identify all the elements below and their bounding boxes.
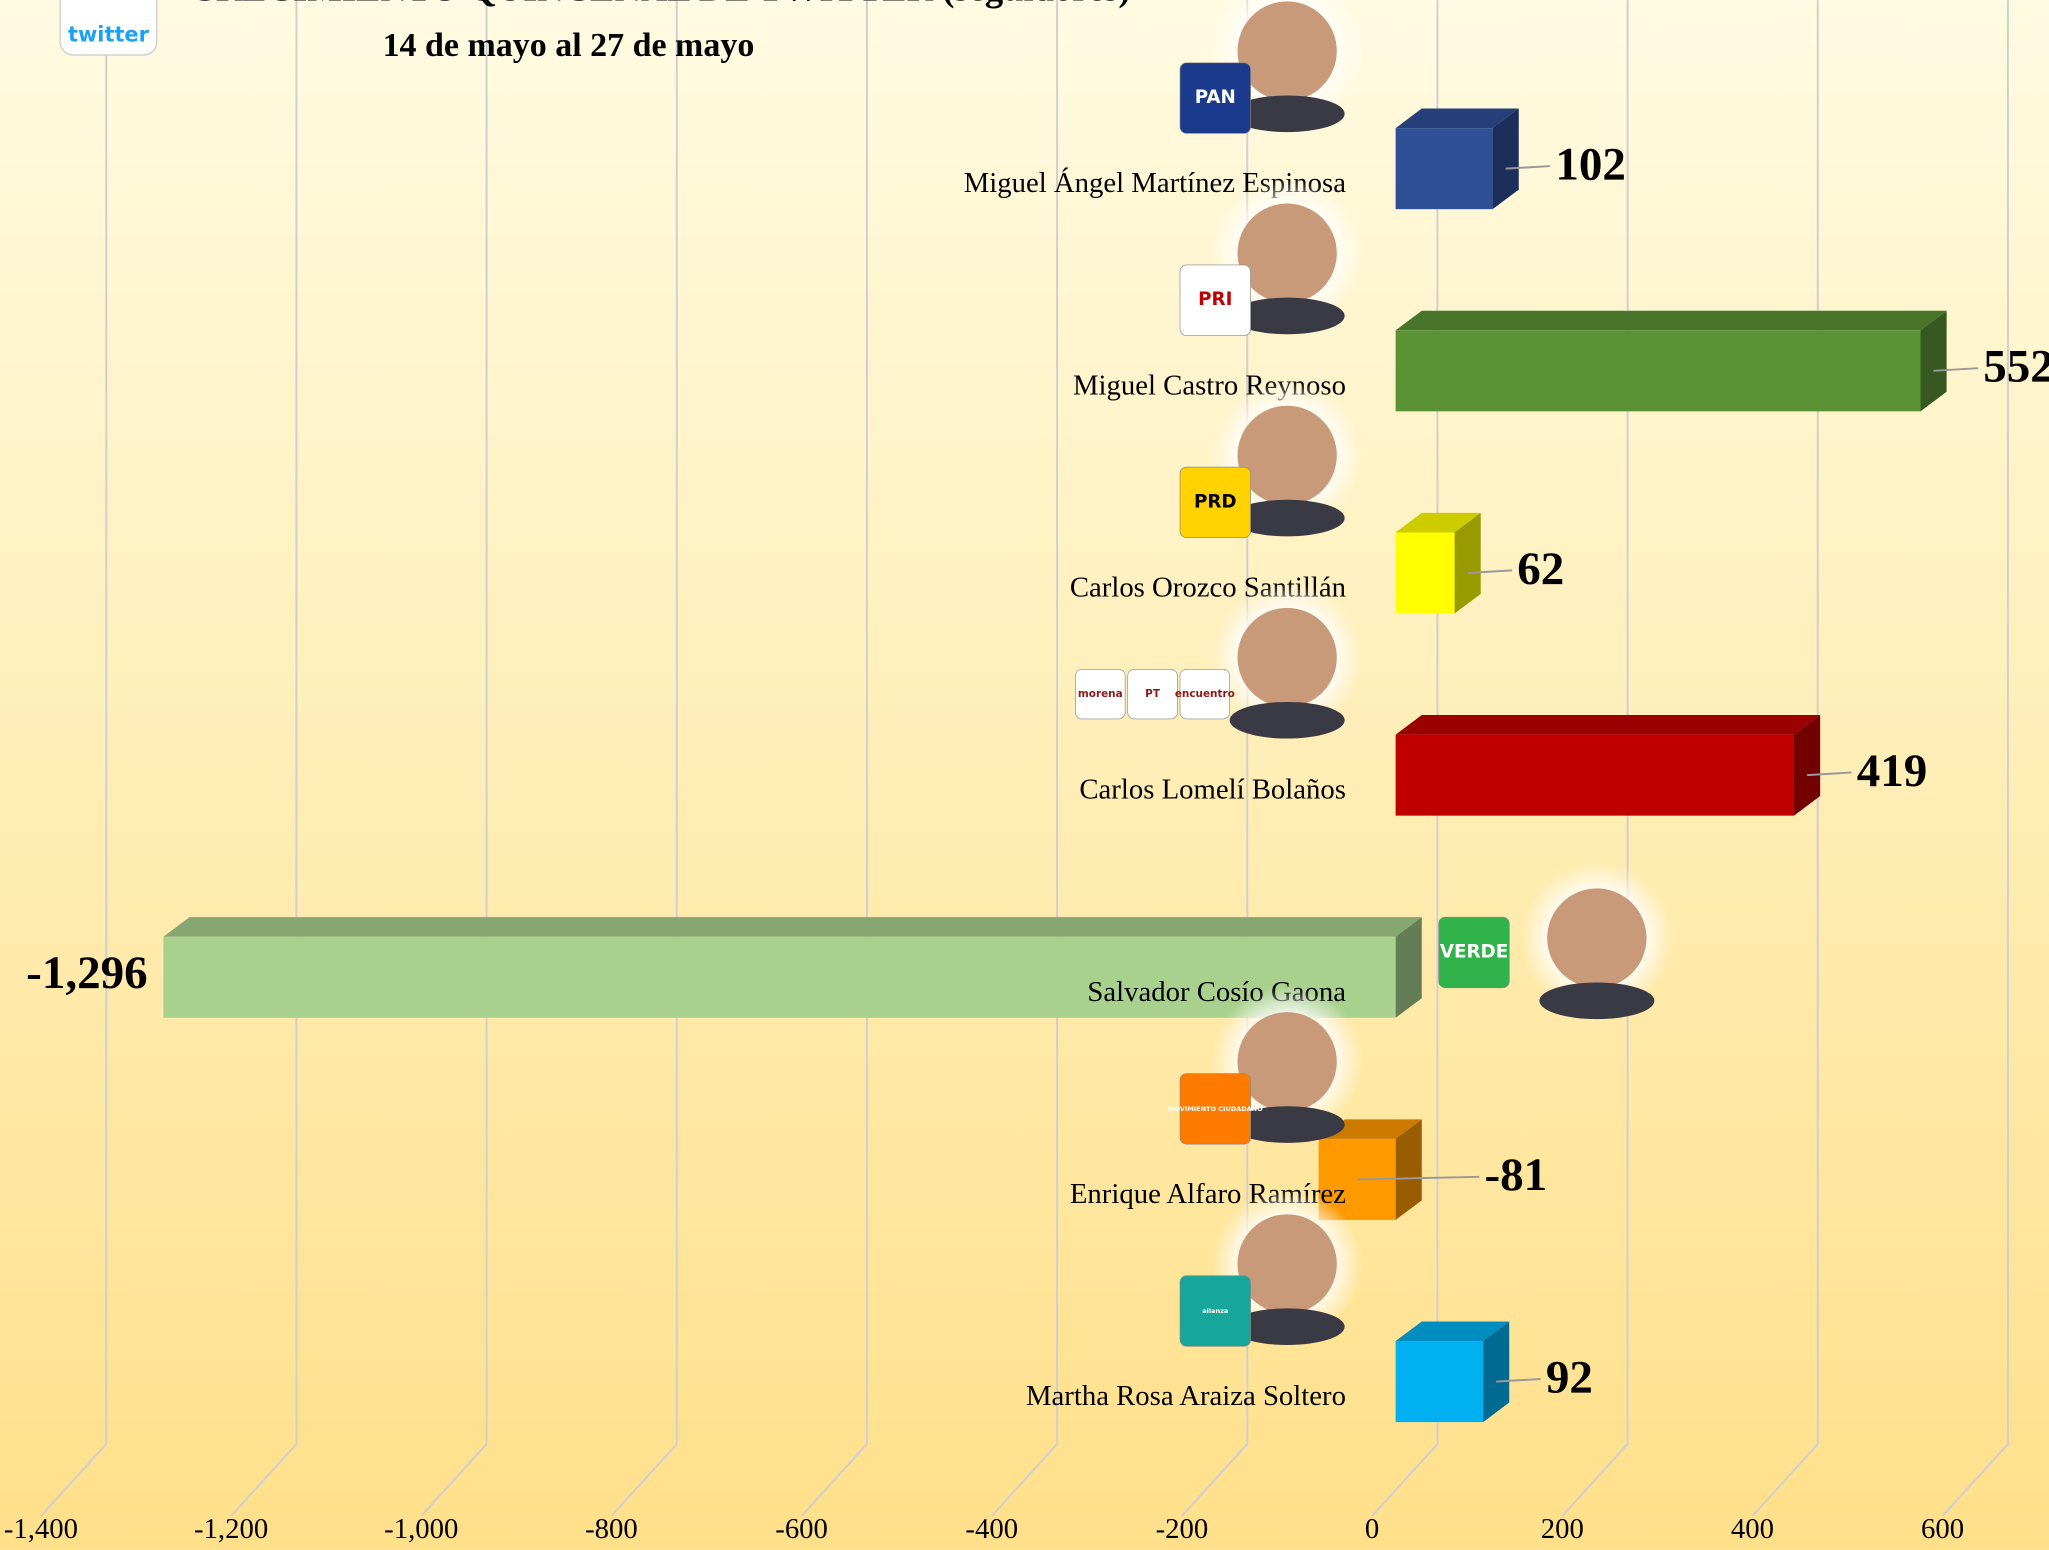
category-label: Martha Rosa Araiza Soltero <box>1026 1380 1346 1412</box>
party-logo <box>1179 466 1251 539</box>
party-logo <box>1179 1073 1251 1145</box>
photo <box>1547 888 1647 988</box>
bar-top <box>1395 1321 1510 1342</box>
bar-top <box>1395 715 1821 735</box>
grid-line <box>1751 0 1819 1517</box>
photo-body <box>1229 1308 1345 1346</box>
value-label: -81 <box>1484 1149 1547 1201</box>
x-tick-label: 600 <box>1921 1513 1964 1545</box>
photo-body <box>1539 982 1655 1020</box>
photo <box>1237 1214 1337 1314</box>
twitter-logo <box>59 0 158 56</box>
category-label: Carlos Lomelí Bolaños <box>1079 774 1346 806</box>
grid-line <box>991 0 1059 1517</box>
party-logo-text: PT <box>1145 688 1161 700</box>
party-logo-text: alianza <box>1202 1307 1228 1315</box>
photo-body <box>1229 701 1345 739</box>
value-label: 92 <box>1546 1351 1593 1403</box>
leader-line <box>1467 569 1513 574</box>
value-label: -1,296 <box>26 947 147 999</box>
bar <box>1395 330 1921 412</box>
grid-line <box>420 0 488 1517</box>
grid <box>40 0 2009 1517</box>
grid-line <box>1371 0 1439 1517</box>
x-tick-label: -1,000 <box>384 1513 458 1545</box>
party-logo-text: morena <box>1078 688 1123 700</box>
party-logo-text: PAN <box>1195 87 1236 108</box>
party-logo-text: PRI <box>1198 289 1232 310</box>
party-logo-text: encuentro <box>1175 688 1235 700</box>
bar-side <box>1492 108 1519 210</box>
photo-body <box>1229 95 1345 133</box>
party-logo-text: PRD <box>1194 491 1237 512</box>
photo-body <box>1229 499 1345 537</box>
party-logo <box>1438 916 1510 989</box>
x-tick-label: -600 <box>775 1513 828 1545</box>
bar-top <box>1395 512 1481 533</box>
party-logo <box>1179 264 1251 336</box>
x-tick-label: -400 <box>965 1513 1018 1545</box>
bar-side <box>1395 917 1422 1018</box>
x-tick-label: -200 <box>1156 1513 1209 1545</box>
x-tick-label: -1,200 <box>194 1513 268 1545</box>
photo-body <box>1229 297 1345 335</box>
party-logo <box>1179 1275 1251 1347</box>
x-tick-label: 200 <box>1541 1513 1584 1545</box>
bar-side <box>1483 1321 1510 1423</box>
grid-line <box>1941 0 2009 1517</box>
photo <box>1237 405 1337 506</box>
leader-line <box>1496 1378 1541 1383</box>
bar <box>163 936 1396 1018</box>
photo <box>1237 1 1337 101</box>
photo <box>1237 1012 1337 1112</box>
brand: twitter <box>68 22 150 46</box>
bar-side <box>1395 1119 1422 1220</box>
party-logo <box>1075 668 1126 720</box>
grid-line <box>40 0 108 1517</box>
grid-line <box>230 0 298 1517</box>
party-logo <box>1179 668 1230 720</box>
grid-line <box>610 0 678 1517</box>
photo-body <box>1229 1106 1345 1143</box>
party-logo <box>1127 668 1178 720</box>
x-tick-label: 0 <box>1365 1513 1379 1545</box>
photo <box>1237 607 1337 708</box>
bar-top <box>1395 108 1519 129</box>
grid-line <box>800 0 868 1517</box>
bar-side <box>1794 715 1821 816</box>
bar-side <box>1920 310 1947 412</box>
bar <box>1395 1341 1484 1423</box>
bar <box>1395 128 1493 210</box>
bar <box>1395 532 1455 614</box>
chart-title: CRECIMIENTO QUINCENAL DE TWITTER (seguid… <box>189 0 1130 9</box>
x-tick-label: -800 <box>585 1513 638 1545</box>
party-logo-text: MOVIMIENTO CIUDADANO <box>1168 1105 1263 1113</box>
party-logo <box>1179 62 1251 134</box>
bar <box>1395 734 1795 816</box>
value-label: 419 <box>1857 745 1928 797</box>
photo <box>1237 203 1337 303</box>
party-logo-text: VERDE <box>1440 941 1508 962</box>
bar-top <box>163 917 1422 937</box>
value-label: 552 <box>1983 341 2049 393</box>
x-tick-label: 400 <box>1731 1513 1774 1545</box>
x-tick-label: -1,400 <box>4 1513 78 1545</box>
leader-line <box>1807 771 1852 777</box>
chart-subtitle: 14 de mayo al 27 de mayo <box>383 27 755 64</box>
leader-line <box>1505 165 1551 170</box>
leader-line <box>1933 367 1979 372</box>
bar-side <box>1454 512 1481 614</box>
grid-line <box>1561 0 1629 1517</box>
value-label: 102 <box>1555 138 1626 190</box>
value-label: 62 <box>1517 543 1564 595</box>
leader-line <box>1357 1175 1480 1181</box>
bar-top <box>1395 310 1947 331</box>
